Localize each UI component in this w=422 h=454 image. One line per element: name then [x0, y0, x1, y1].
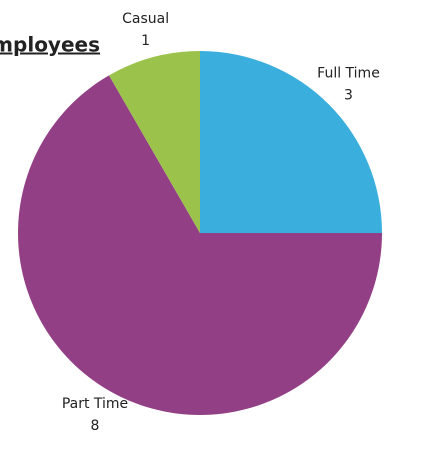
- slice-label: Part Time: [62, 396, 128, 412]
- slice-label: Casual: [122, 11, 169, 27]
- chart-title: Employees: [0, 33, 100, 57]
- pie-slice: [200, 51, 382, 233]
- slice-label: Full Time: [317, 66, 380, 82]
- slice-value: 1: [141, 33, 150, 49]
- pie-slice: [109, 51, 200, 233]
- slice-value: 8: [91, 418, 100, 434]
- pie-slice: [18, 75, 382, 416]
- slice-value: 3: [344, 88, 353, 104]
